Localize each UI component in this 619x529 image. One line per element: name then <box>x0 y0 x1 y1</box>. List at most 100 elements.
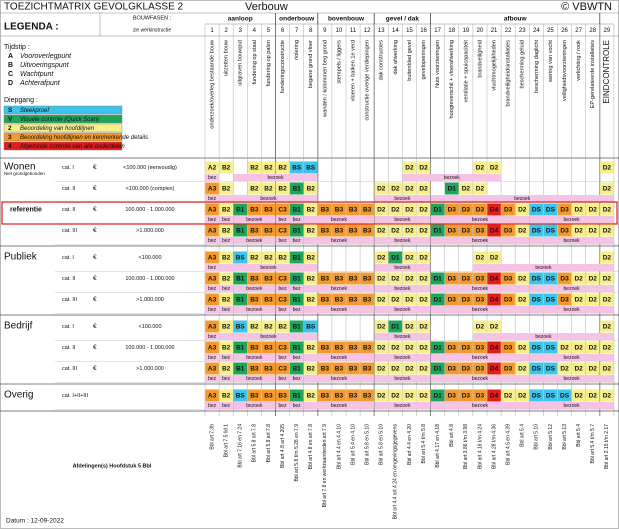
code-text: D4 <box>490 366 499 373</box>
row-currency: € <box>93 227 97 234</box>
row-currency: € <box>93 185 97 192</box>
code-text: A2 <box>208 165 217 172</box>
code-text: D2 <box>589 228 598 235</box>
code-text: D2 <box>560 345 569 352</box>
visit-label: bez <box>279 307 288 313</box>
code-text: B2 <box>222 345 231 352</box>
row-category: cat. I+II+III <box>62 393 88 399</box>
column-number: 4 <box>253 28 257 34</box>
code-text: D2 <box>603 366 612 373</box>
column-label: hoogteverschil + vloerafwerking <box>449 40 455 119</box>
code-text: B1 <box>292 276 301 283</box>
column-label: Nuts voorzieningen <box>435 40 441 88</box>
code-cell <box>233 341 247 354</box>
code-cell <box>374 224 388 237</box>
code-cell <box>529 224 544 237</box>
visit-bar <box>374 285 431 292</box>
code-text: B3 <box>363 393 372 400</box>
visit-label: bez <box>293 286 302 292</box>
visit-label: bezoek <box>246 307 263 313</box>
code-cell <box>388 203 403 216</box>
code-cell <box>402 341 417 354</box>
code-cell <box>473 320 487 333</box>
visit-bar <box>233 375 276 382</box>
code-text: D2 <box>377 366 386 373</box>
visit-bar <box>289 375 304 382</box>
code-cell <box>318 224 332 237</box>
visit-label: bezoek <box>472 286 489 292</box>
visit-bar <box>205 402 219 409</box>
column-label: constructie overige verdiepingen <box>365 40 371 121</box>
visit-bar <box>289 216 304 223</box>
reference: Bbl art 5.4 en 4.10 <box>350 424 356 465</box>
column-label: EP-gerelateerde installaties <box>590 40 596 109</box>
code-text: D2 <box>405 276 414 283</box>
code-cell <box>515 341 529 354</box>
visit-label: bezoek <box>472 238 489 244</box>
column-number: 22 <box>505 28 512 34</box>
code-text: B3 <box>250 366 259 373</box>
code-cell <box>402 362 417 375</box>
code-text: A3 <box>208 228 217 235</box>
code-cell <box>600 362 614 375</box>
code-text: D2 <box>419 276 428 283</box>
depth-swatch <box>3 114 123 124</box>
code-text: B3 <box>349 207 358 214</box>
code-cell <box>543 224 558 237</box>
reference: Bbl art 4.28 t/m 4.36 <box>491 424 497 469</box>
visit-label: bezoek <box>394 307 411 313</box>
code-text: D2 <box>405 393 414 400</box>
code-text: D1 <box>433 393 442 400</box>
code-text: D1 <box>433 366 442 373</box>
row-range: 100.000 - 1.000.000 <box>125 345 174 351</box>
code-cell <box>600 224 614 237</box>
code-cell <box>416 203 431 216</box>
code-cell <box>473 389 487 402</box>
visit-bar <box>473 264 614 271</box>
code-cell <box>445 272 459 285</box>
code-text: D2 <box>377 255 386 262</box>
code-cell <box>275 251 290 264</box>
code-text: BS <box>236 255 246 262</box>
code-cell <box>416 272 431 285</box>
code-text: D2 <box>391 297 400 304</box>
code-cell <box>487 251 501 264</box>
visit-bar <box>529 402 614 409</box>
code-text: C3 <box>278 276 287 283</box>
code-text: D3 <box>504 297 513 304</box>
code-cell <box>402 389 417 402</box>
code-cell <box>289 362 304 375</box>
row-range: <100.000 (eenvoudig) <box>123 165 177 171</box>
code-text: B3 <box>250 393 259 400</box>
visit-bar <box>430 402 529 409</box>
visit-label: bez <box>279 238 288 244</box>
code-text: D2 <box>419 165 428 172</box>
code-text: D3 <box>476 207 485 214</box>
code-cell <box>304 320 318 333</box>
row-currency: € <box>93 275 97 282</box>
code-cell <box>501 224 515 237</box>
code-text: D3 <box>476 393 485 400</box>
code-text: D3 <box>462 366 471 373</box>
visit-label: bezoek <box>564 355 581 361</box>
column-number: 21 <box>491 28 498 34</box>
visit-bar <box>529 354 614 361</box>
visit-label: bezoek <box>472 307 489 313</box>
visit-bar <box>529 285 614 292</box>
code-cell <box>388 251 403 264</box>
visit-label: bezoek <box>331 217 348 223</box>
code-cell <box>416 362 431 375</box>
code-cell <box>374 293 388 306</box>
code-cell <box>318 293 332 306</box>
code-cell <box>233 203 247 216</box>
visit-bar <box>205 354 219 361</box>
visit-label: bez <box>222 217 231 223</box>
code-text: B3 <box>278 393 287 400</box>
row-range: 100.000 - 1.000.000 <box>125 276 174 282</box>
visit-label: bezoek <box>331 355 348 361</box>
column-number: 23 <box>519 28 526 34</box>
visit-label: bezoek <box>246 286 263 292</box>
column-label: brandveiligheidsinstallaties <box>506 40 512 107</box>
code-text: B2 <box>307 207 316 214</box>
code-cell <box>332 341 346 354</box>
